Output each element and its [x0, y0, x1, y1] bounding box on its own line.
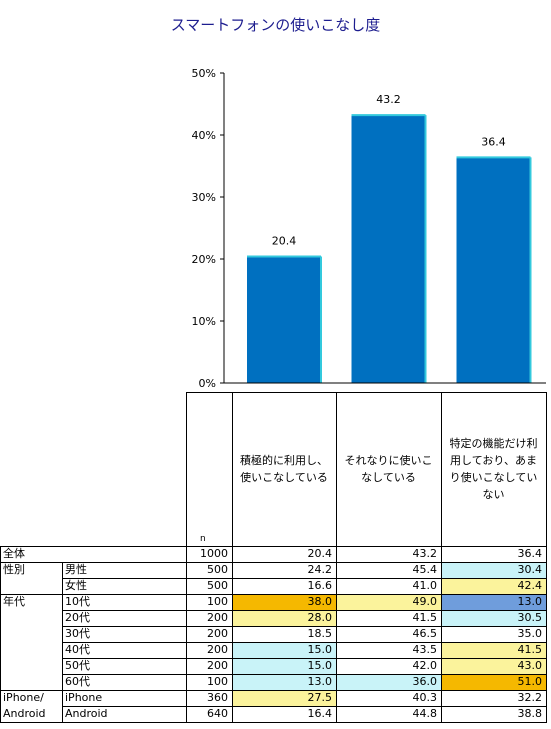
row-sub-label: 30代 — [65, 627, 90, 640]
data-label: 36.4 — [481, 135, 506, 148]
grid-line — [0, 562, 547, 563]
row-sub-label: 60代 — [65, 675, 90, 688]
data-label: 20.4 — [272, 235, 297, 248]
table-cell: 15.0 — [232, 642, 336, 658]
table-cell: 16.6 — [232, 578, 336, 594]
row-group-label: 年代 — [3, 595, 25, 608]
table-cell: 36.0 — [336, 674, 441, 690]
table-cell: 20.4 — [232, 546, 336, 562]
row-n: 360 — [207, 691, 228, 704]
table-cell: 41.5 — [336, 610, 441, 626]
bar — [247, 256, 321, 383]
table-cell: 13.0 — [441, 594, 546, 610]
row-separator — [62, 658, 547, 659]
row-n: 640 — [207, 707, 228, 720]
row-n: 200 — [207, 659, 228, 672]
row-group-label: 全体 — [3, 547, 25, 560]
y-tick-label: 50% — [192, 67, 216, 80]
y-tick-label: 40% — [192, 129, 216, 142]
row-sub-label: 50代 — [65, 659, 90, 672]
table-cell: 43.5 — [336, 642, 441, 658]
column-header: 積極的に利用し、使いこなしている — [240, 454, 328, 484]
row-n: 100 — [207, 595, 228, 608]
y-tick-label: 30% — [192, 191, 216, 204]
table-cell: 43.0 — [441, 658, 546, 674]
grid-line — [546, 392, 547, 722]
grid-line — [0, 594, 547, 595]
grid-line — [0, 546, 547, 547]
row-n: 200 — [207, 643, 228, 656]
table-cell: 43.2 — [336, 546, 441, 562]
table-cell: 49.0 — [336, 594, 441, 610]
row-n: 500 — [207, 579, 228, 592]
grid-line — [0, 722, 547, 723]
table-cell: 46.5 — [336, 626, 441, 642]
table-cell: 15.0 — [232, 658, 336, 674]
column-header: 特定の機能だけ利用しており、あまり使いこなしていない — [449, 437, 538, 501]
grid-line — [441, 392, 442, 722]
row-separator — [62, 642, 547, 643]
table-cell: 28.0 — [232, 610, 336, 626]
row-sub-label: iPhone — [65, 691, 103, 704]
grid-line — [336, 392, 337, 722]
row-group-label: Android — [3, 707, 46, 720]
row-sub-label: 10代 — [65, 595, 90, 608]
row-n: 100 — [207, 675, 228, 688]
table-cell: 45.4 — [336, 562, 441, 578]
grid-line — [0, 690, 547, 691]
table-cell: 16.4 — [232, 706, 336, 722]
grid-line — [186, 392, 546, 393]
table-cell: 32.2 — [441, 690, 546, 706]
table-cell: 51.0 — [441, 674, 546, 690]
row-n: 500 — [207, 563, 228, 576]
table-cell: 41.0 — [336, 578, 441, 594]
table-cell: 24.2 — [232, 562, 336, 578]
table-cell: 30.4 — [441, 562, 546, 578]
y-tick-label: 10% — [192, 315, 216, 328]
n-header: n — [200, 534, 206, 544]
bar — [456, 157, 531, 383]
row-n: 1000 — [200, 547, 228, 560]
row-group-label: 性別 — [3, 563, 25, 576]
row-group-label: iPhone/ — [3, 691, 44, 704]
table-cell: 35.0 — [441, 626, 546, 642]
grid-line — [186, 392, 187, 722]
row-sub-label: 男性 — [65, 563, 87, 576]
grid-line — [232, 392, 233, 722]
y-tick-label: 0% — [199, 377, 216, 390]
table-cell: 38.0 — [232, 594, 336, 610]
row-sub-label: 20代 — [65, 611, 90, 624]
table-cell: 27.5 — [232, 690, 336, 706]
row-separator — [62, 706, 547, 707]
bar — [351, 115, 426, 383]
table-cell: 38.8 — [441, 706, 546, 722]
table-cell: 36.4 — [441, 546, 546, 562]
data-label: 43.2 — [376, 93, 401, 106]
row-separator — [62, 610, 547, 611]
table-cell: 30.5 — [441, 610, 546, 626]
y-tick-label: 20% — [192, 253, 216, 266]
chart-title: スマートフォンの使いこなし度 — [170, 16, 381, 34]
table-cell: 41.5 — [441, 642, 546, 658]
table-cell: 44.8 — [336, 706, 441, 722]
table-cell: 13.0 — [232, 674, 336, 690]
row-n: 200 — [207, 611, 228, 624]
row-separator — [62, 674, 547, 675]
row-sub-label: Android — [65, 707, 108, 720]
row-sub-label: 40代 — [65, 643, 90, 656]
row-separator — [62, 626, 547, 627]
table-cell: 42.4 — [441, 578, 546, 594]
row-n: 200 — [207, 627, 228, 640]
table-cell: 42.0 — [336, 658, 441, 674]
row-separator — [62, 578, 547, 579]
grid-line — [0, 546, 1, 722]
column-header: それなりに使いこなしている — [344, 454, 433, 484]
table-cell: 18.5 — [232, 626, 336, 642]
table-cell: 40.3 — [336, 690, 441, 706]
row-sub-label: 女性 — [65, 579, 87, 592]
